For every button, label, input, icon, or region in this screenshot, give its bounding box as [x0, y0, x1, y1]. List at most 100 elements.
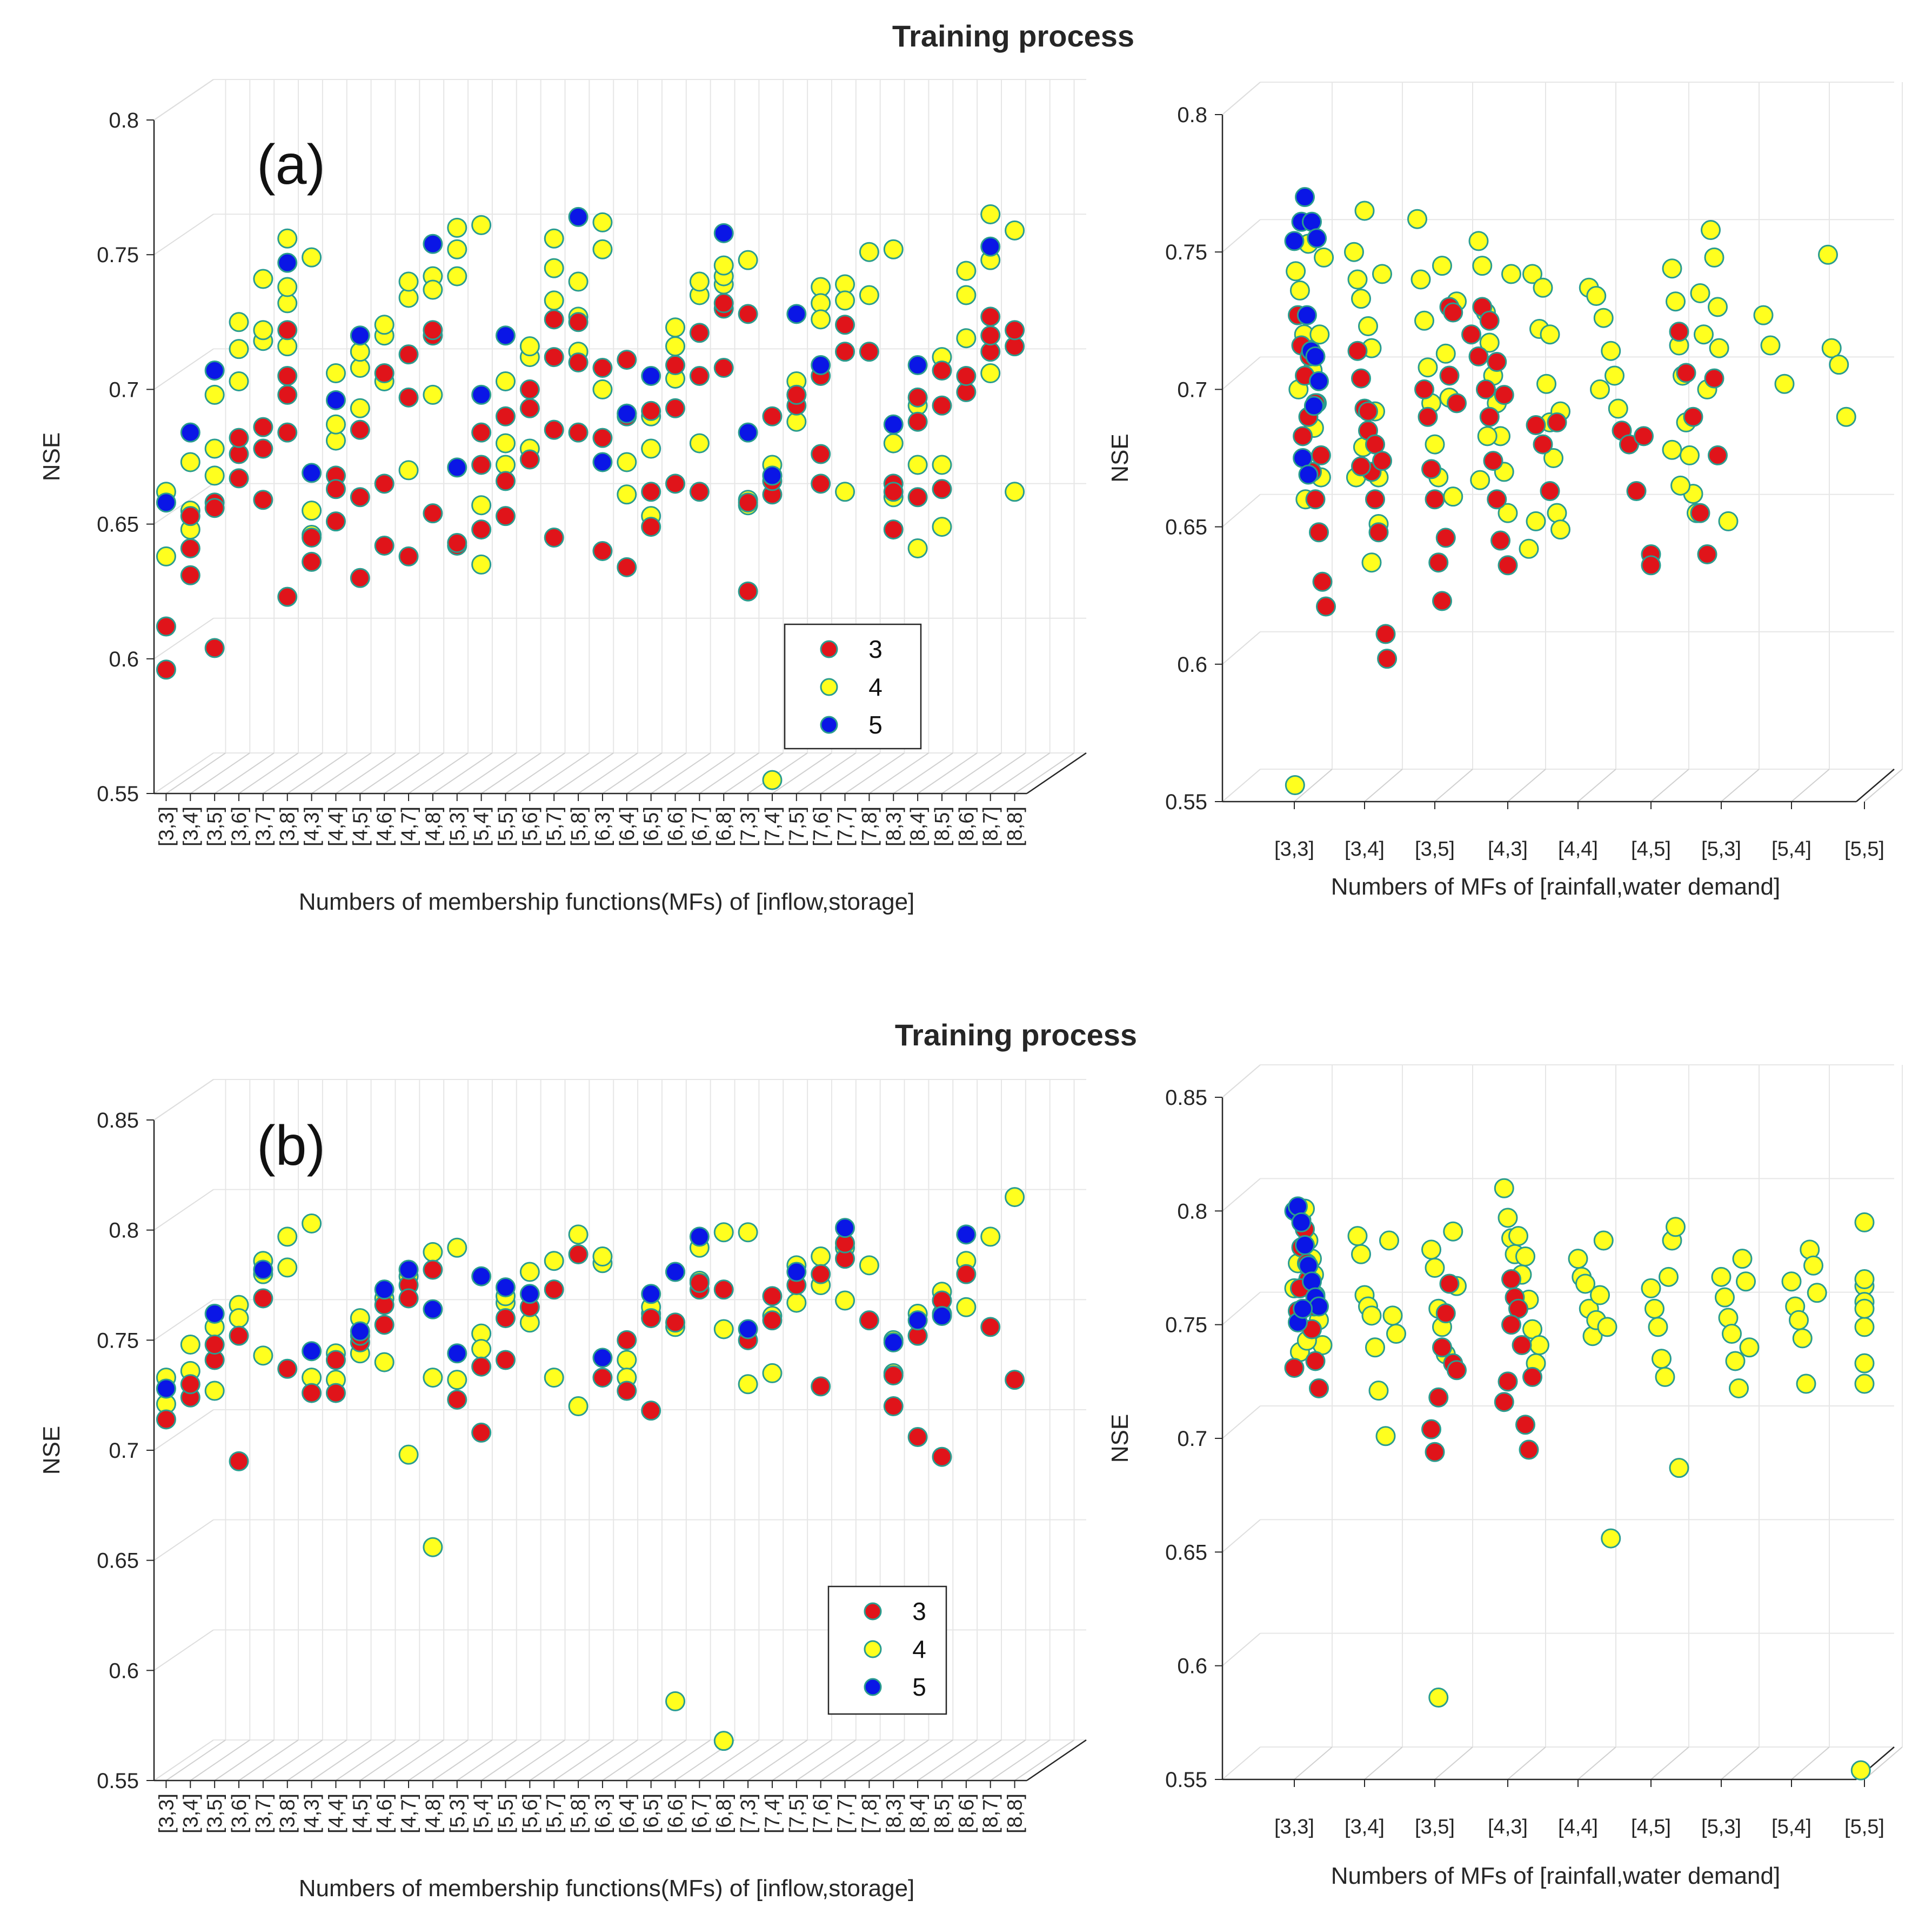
data-point-series-4	[592, 1246, 613, 1267]
data-point-series-3	[689, 323, 710, 343]
data-point-series-5	[713, 223, 734, 243]
data-point-series-3	[1435, 1303, 1456, 1324]
data-point-series-4	[1652, 1349, 1672, 1369]
data-point-series-4	[1286, 261, 1306, 282]
data-point-series-3	[1515, 1415, 1535, 1435]
data-point-series-4	[1648, 1317, 1668, 1337]
data-point-series-3	[398, 344, 419, 365]
y-tick-label: 0.8	[109, 1219, 139, 1243]
legend-marker-4	[820, 678, 838, 696]
y-tick-label: 0.85	[97, 1109, 139, 1132]
data-point-series-4	[738, 1374, 758, 1395]
grid-floor-line	[772, 1739, 832, 1781]
legend-marker-5	[864, 1678, 882, 1696]
data-point-series-4	[1526, 511, 1546, 531]
data-point-series-4	[1641, 1278, 1661, 1298]
y-tick-label: 0.65	[1165, 1541, 1207, 1564]
y-tick-label: 0.6	[109, 1659, 139, 1683]
data-point-series-3	[302, 551, 322, 572]
floor-pane	[154, 1740, 1086, 1781]
data-point-series-5	[883, 1332, 904, 1352]
data-point-series-5	[204, 361, 225, 381]
data-point-series-3	[883, 519, 904, 540]
data-point-series-4	[1407, 209, 1427, 229]
data-point-series-4	[1540, 324, 1560, 345]
data-point-series-4	[1547, 503, 1567, 523]
x-tick-label: [6,6]	[665, 1793, 687, 1833]
data-point-series-5	[302, 463, 322, 483]
data-point-series-4	[762, 770, 783, 790]
data-point-series-4	[1850, 1760, 1871, 1781]
x-tick-label: [3,4]	[1345, 1816, 1385, 1838]
x-tick-label: [6,8]	[713, 1793, 736, 1833]
data-point-series-3	[1439, 1273, 1460, 1294]
x-tick-label: [4,5]	[1631, 1816, 1671, 1838]
data-point-series-3	[1526, 415, 1546, 435]
data-point-series-3	[883, 1396, 904, 1417]
grid-diag-line	[1222, 356, 1261, 390]
data-point-series-4	[1519, 538, 1539, 559]
y-tick-label: 0.6	[109, 648, 139, 671]
data-point-series-5	[1298, 464, 1319, 485]
x-tick-label: [3,8]	[277, 1793, 299, 1833]
data-point-series-3	[1479, 406, 1500, 427]
data-point-series-5	[883, 414, 904, 435]
data-point-series-3	[907, 487, 928, 508]
grid-floor-line	[796, 1739, 857, 1781]
y-tick-label: 0.6	[1177, 1655, 1207, 1678]
data-point-series-4	[1498, 1208, 1518, 1228]
data-point-series-5	[617, 403, 637, 424]
data-point-series-4	[1662, 439, 1682, 460]
data-point-series-4	[1351, 289, 1371, 309]
data-point-series-3	[932, 395, 952, 416]
data-point-series-4	[956, 328, 977, 349]
data-point-series-3	[423, 320, 443, 341]
data-point-series-4	[1854, 1269, 1875, 1290]
data-point-series-5	[1302, 211, 1322, 232]
x-tick-label: [5,8]	[567, 806, 590, 846]
data-point-series-4	[1515, 1246, 1535, 1266]
data-point-series-4	[1807, 1283, 1827, 1303]
data-point-series-4	[1821, 338, 1842, 358]
grid-floor-line	[990, 752, 1051, 794]
data-point-series-4	[1586, 286, 1607, 306]
grid-floor-line	[1507, 769, 1546, 802]
data-point-series-3	[738, 304, 758, 324]
x-tick-label: [7,8]	[858, 1793, 881, 1833]
data-point-series-5	[689, 1226, 710, 1247]
grid-floor-line	[893, 1739, 953, 1781]
x-tick-label: [5,4]	[471, 806, 493, 846]
data-point-series-3	[1522, 1366, 1542, 1387]
data-point-series-4	[1854, 1317, 1875, 1337]
grid-floor-line	[651, 752, 711, 794]
data-point-series-4	[1854, 1353, 1875, 1373]
x-tick-label: [3,7]	[252, 1793, 275, 1833]
x-tick-label: [4,3]	[1488, 1816, 1528, 1838]
x-tick-label: [5,4]	[1771, 838, 1811, 861]
data-point-series-3	[713, 1279, 734, 1300]
data-point-series-3	[423, 1259, 443, 1280]
grid-floor-line	[844, 752, 905, 794]
x-tick-label: [5,3]	[1701, 1816, 1741, 1838]
data-point-series-3	[665, 398, 686, 418]
chart-a-left: 0.55 0.6 0.65 0.7 0.75 0.8 [3,3] [3,4] [3,5] [3,6…	[38, 79, 1087, 915]
data-point-series-4	[1708, 297, 1728, 317]
grid-floor-line	[165, 752, 226, 794]
data-point-series-5	[907, 355, 928, 376]
y-tick-label: 0.8	[1177, 1199, 1207, 1223]
data-point-series-3	[495, 471, 516, 491]
data-point-series-3	[1312, 571, 1333, 592]
y-tick-label: 0.7	[1177, 378, 1207, 402]
data-point-series-3	[665, 355, 686, 376]
grid-floor-line	[384, 752, 444, 794]
data-point-series-3	[180, 538, 200, 558]
data-point-series-4	[1854, 1212, 1875, 1232]
data-point-series-3	[229, 1451, 249, 1471]
data-point-series-4	[811, 309, 831, 330]
data-point-series-3	[1439, 365, 1460, 386]
data-point-series-4	[204, 438, 225, 459]
depth-axis-line	[1026, 752, 1087, 795]
top-edge-line	[153, 79, 214, 121]
data-point-series-4	[762, 1363, 783, 1383]
data-point-series-4	[956, 1297, 977, 1317]
